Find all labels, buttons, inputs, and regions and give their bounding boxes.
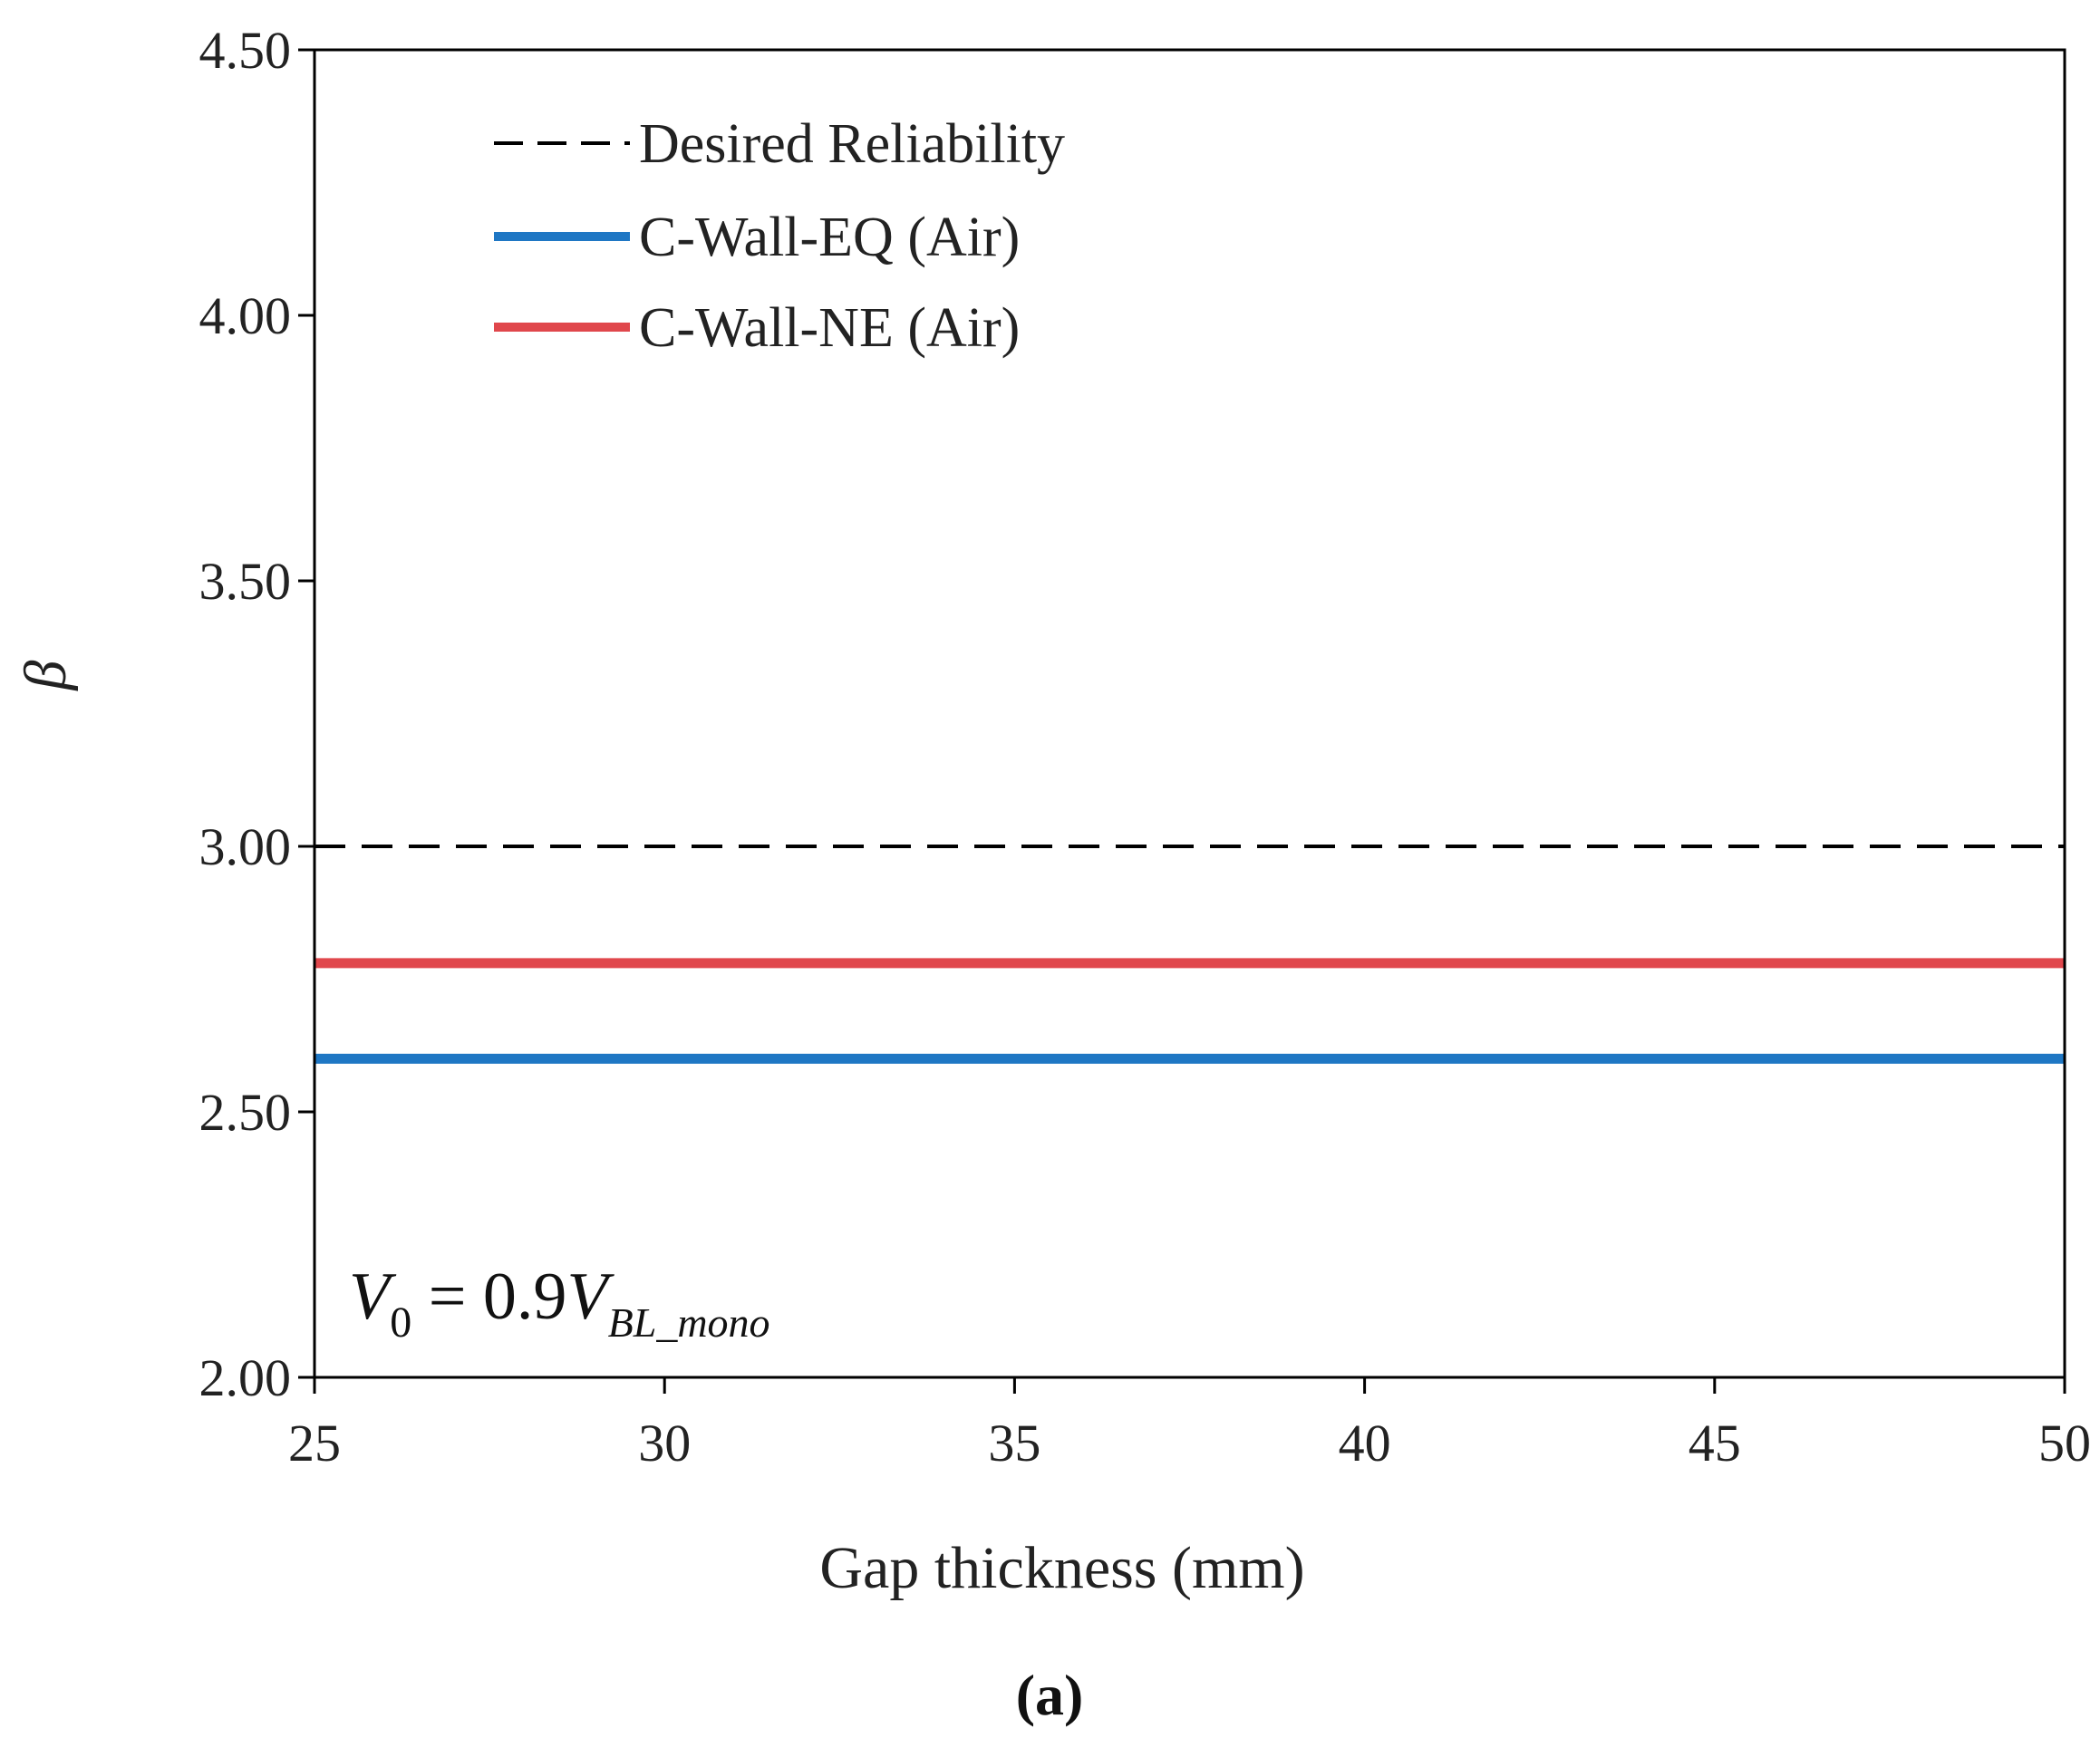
x-axis-title: Gap thickness (mm) bbox=[819, 1535, 1304, 1601]
annotation-v2-symbol: V bbox=[566, 1260, 615, 1334]
series-layer bbox=[315, 845, 2065, 1064]
annotation-formula: V0 = 0.9VBL_mono bbox=[349, 1260, 770, 1347]
legend-label-0: Desired Reliability bbox=[639, 113, 1065, 175]
legend-label-1: C-Wall-EQ (Air) bbox=[639, 207, 1020, 268]
panel-label: (a) bbox=[1016, 1663, 1084, 1727]
axes: 2.00 2.50 3.00 3.50 4.00 4.50 25 30 35 40 45 50 bbox=[199, 21, 2092, 1472]
y-tick-label: 4.00 bbox=[199, 286, 292, 345]
annotation-v2-subscript: BL_mono bbox=[608, 1299, 770, 1346]
annotation-equals: = 0.9 bbox=[411, 1260, 566, 1334]
x-tick-label: 45 bbox=[1689, 1414, 1741, 1472]
y-tick-label: 2.00 bbox=[199, 1348, 292, 1407]
y-tick-label: 2.50 bbox=[199, 1083, 292, 1142]
x-tick-label: 30 bbox=[638, 1414, 691, 1472]
legend: Desired Reliability C-Wall-EQ (Air) C-Wall… bbox=[494, 113, 1065, 359]
x-tick-label: 40 bbox=[1339, 1414, 1391, 1472]
legend-label-2: C-Wall-NE (Air) bbox=[639, 297, 1020, 359]
annotation-v-symbol: V bbox=[349, 1260, 397, 1334]
y-axis-title: β bbox=[13, 660, 79, 691]
plot-area-frame bbox=[313, 48, 2066, 1379]
y-tick-label: 3.50 bbox=[199, 552, 292, 611]
x-tick-label: 25 bbox=[288, 1414, 341, 1472]
x-tick-label: 50 bbox=[2038, 1414, 2091, 1472]
x-tick-label: 35 bbox=[988, 1414, 1040, 1472]
y-tick-label: 4.50 bbox=[199, 21, 292, 80]
y-tick-label: 3.00 bbox=[199, 817, 292, 876]
annotation-v-subscript: 0 bbox=[390, 1299, 411, 1347]
